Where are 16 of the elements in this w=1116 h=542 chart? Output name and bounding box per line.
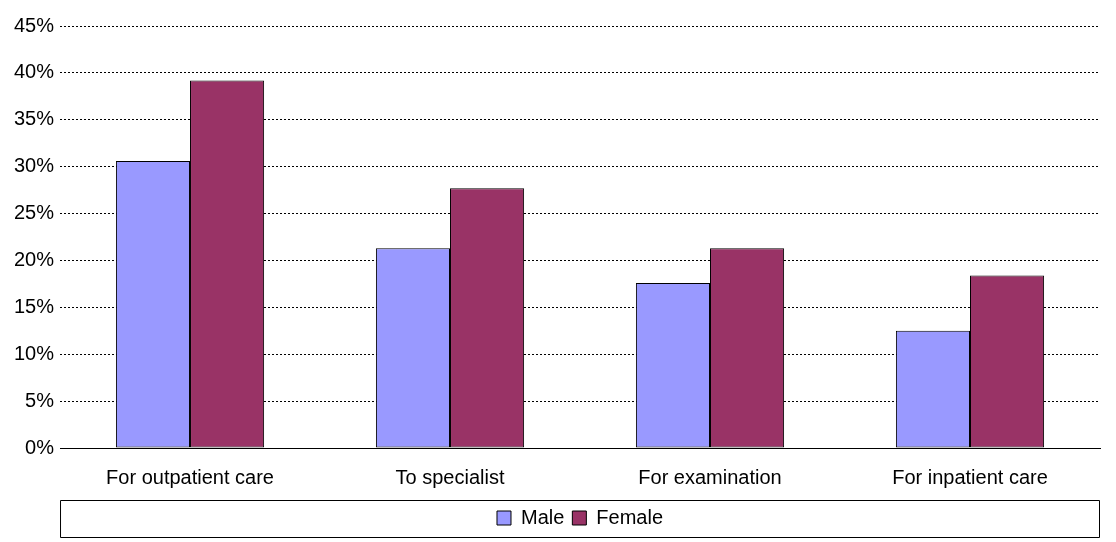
y-tick-label: 30% (14, 154, 55, 177)
y-tick-label: 0% (25, 435, 55, 458)
y-tick-label: 5% (25, 388, 55, 411)
x-tick-label: To specialist (395, 465, 505, 488)
x-tick-label: For outpatient care (106, 465, 274, 488)
legend-label: Female (596, 505, 664, 528)
legend-label: Male (521, 505, 565, 528)
y-tick-label: 25% (14, 201, 55, 224)
y-tick-label: 15% (14, 294, 55, 317)
y-tick-label: 40% (14, 60, 55, 83)
x-tick-label: For inpatient care (892, 465, 1048, 488)
y-tick-label: 20% (14, 247, 55, 270)
y-tick-label: 45% (14, 13, 55, 36)
y-tick-label: 35% (14, 107, 55, 130)
x-tick-label: For examination (638, 465, 782, 488)
y-tick-label: 10% (14, 341, 55, 364)
